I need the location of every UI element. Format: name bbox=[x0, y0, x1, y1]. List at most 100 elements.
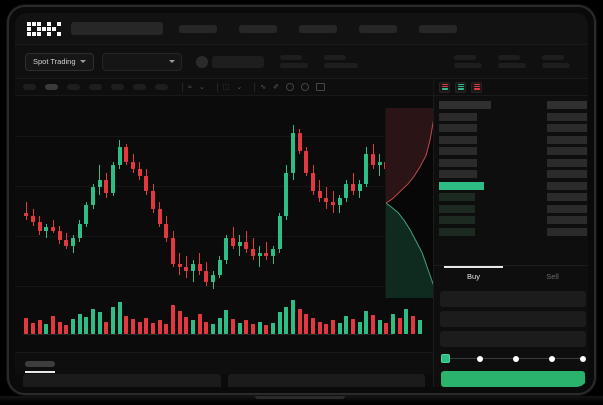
order-price-field[interactable] bbox=[440, 291, 586, 307]
orderbook-ask-row[interactable] bbox=[439, 158, 587, 167]
gear-icon[interactable] bbox=[300, 83, 309, 91]
market-stat-0 bbox=[279, 55, 308, 68]
orderbook-bids-icon[interactable] bbox=[455, 81, 466, 93]
depth-bid-area bbox=[386, 203, 433, 298]
volume-bar bbox=[184, 317, 189, 334]
slider-stop-100[interactable] bbox=[580, 355, 586, 362]
volume-bar bbox=[244, 320, 249, 334]
fullscreen-icon[interactable] bbox=[315, 83, 325, 91]
camera-icon[interactable] bbox=[285, 83, 294, 91]
nav-item-1[interactable] bbox=[239, 24, 277, 33]
ask-price bbox=[439, 124, 477, 132]
orderbook-mixed-icon[interactable] bbox=[439, 81, 450, 93]
nav-item-2[interactable] bbox=[299, 24, 337, 33]
depth-ask-area bbox=[386, 108, 433, 203]
orderbook-header-row bbox=[439, 101, 587, 109]
volume-bar bbox=[131, 319, 135, 334]
device-screen: Spot Trading bbox=[15, 13, 588, 387]
volume-bar bbox=[237, 322, 242, 334]
volume-bar bbox=[117, 302, 122, 334]
orderbook-ask-row[interactable] bbox=[439, 124, 587, 132]
spot-trading-dropdown[interactable]: Spot Trading bbox=[25, 52, 94, 71]
orderbook-bid-row[interactable] bbox=[439, 216, 587, 224]
depth-chart-overlay[interactable] bbox=[385, 108, 433, 298]
orderbook-bid-row[interactable] bbox=[439, 227, 587, 236]
amount-percent-slider[interactable] bbox=[441, 353, 586, 365]
ask-amount bbox=[547, 124, 587, 132]
chart-type-chevron-icon[interactable]: ⌄ bbox=[198, 83, 205, 91]
nav-item-0[interactable] bbox=[179, 24, 217, 33]
volume-bar bbox=[204, 321, 209, 334]
stat-label bbox=[279, 55, 302, 60]
orderbook-bid-row[interactable] bbox=[439, 204, 587, 213]
ask-amount bbox=[547, 112, 587, 121]
orderbook-ask-row[interactable] bbox=[439, 112, 587, 121]
timeframe-2[interactable] bbox=[67, 84, 80, 90]
spot-trading-label: Spot Trading bbox=[33, 57, 76, 66]
timeframe-6[interactable] bbox=[155, 84, 168, 90]
ask-amount bbox=[547, 158, 587, 167]
slider-stop-75[interactable] bbox=[549, 355, 555, 362]
volume-bar bbox=[277, 312, 282, 334]
orders-panel-left[interactable] bbox=[23, 374, 221, 387]
buy-submit-button[interactable] bbox=[441, 371, 585, 387]
volume-bar bbox=[31, 322, 35, 334]
orderbook-ask-row[interactable] bbox=[439, 147, 587, 155]
volume-bar bbox=[171, 304, 175, 334]
orderbook-asks-icon[interactable] bbox=[471, 81, 482, 93]
timeframe-5[interactable] bbox=[133, 84, 146, 90]
market-sub-header: Spot Trading bbox=[15, 45, 588, 79]
volume-bar bbox=[197, 313, 202, 334]
chevron-down-icon bbox=[79, 60, 86, 63]
timeframe-1[interactable] bbox=[45, 84, 58, 90]
tab-buy[interactable]: Buy bbox=[434, 266, 513, 287]
tab-open-orders[interactable] bbox=[25, 360, 55, 373]
ask-price bbox=[439, 147, 477, 155]
orderbook-ask-row[interactable] bbox=[439, 135, 587, 144]
ask-price bbox=[439, 135, 477, 144]
market-stat-4 bbox=[542, 55, 570, 68]
timeframe-0[interactable] bbox=[23, 84, 36, 90]
search-input[interactable] bbox=[71, 22, 163, 35]
nav-item-4[interactable] bbox=[419, 24, 457, 33]
bid-amount bbox=[547, 227, 587, 236]
slider-handle[interactable] bbox=[441, 354, 450, 363]
volume-bar bbox=[111, 306, 115, 334]
volume-bar bbox=[411, 315, 415, 334]
compare-icon[interactable]: ⬚ bbox=[222, 83, 230, 91]
order-total-field[interactable] bbox=[440, 331, 586, 347]
order-amount-field[interactable] bbox=[440, 311, 586, 327]
stat-label bbox=[323, 55, 346, 60]
bid-price bbox=[439, 193, 475, 201]
timeframe-4[interactable] bbox=[111, 84, 124, 90]
trend-line-icon[interactable]: ∿ bbox=[260, 83, 267, 91]
market-stat-3 bbox=[498, 55, 526, 68]
volume-bar bbox=[224, 310, 229, 334]
pair-select[interactable] bbox=[101, 52, 182, 71]
bid-price bbox=[439, 227, 475, 236]
volume-bar bbox=[211, 323, 215, 334]
nav-items bbox=[179, 24, 457, 33]
last-price bbox=[439, 181, 484, 190]
settings-chevron-icon[interactable]: ⌄ bbox=[236, 83, 243, 91]
volume-bar bbox=[297, 309, 302, 334]
volume-bar bbox=[317, 321, 322, 334]
price-chart[interactable] bbox=[15, 96, 433, 352]
slider-stop-25[interactable] bbox=[477, 355, 483, 362]
indicators-icon[interactable]: ≈ bbox=[188, 83, 192, 91]
ask-amount bbox=[547, 135, 587, 144]
tab-sell[interactable]: Sell bbox=[546, 272, 559, 281]
okx-logo-icon[interactable] bbox=[27, 21, 61, 36]
drawing-pencil-icon[interactable]: ✐ bbox=[273, 83, 279, 91]
volume-bar bbox=[231, 319, 235, 334]
orders-panel-right[interactable] bbox=[227, 374, 425, 387]
orderbook-col-price bbox=[439, 101, 491, 109]
slider-stop-50[interactable] bbox=[513, 355, 519, 362]
orderbook-bid-row[interactable] bbox=[439, 193, 587, 201]
orderbook-ask-row[interactable] bbox=[439, 170, 587, 178]
device-foot bbox=[0, 396, 603, 403]
nav-item-3[interactable] bbox=[359, 24, 397, 33]
orderbook-body[interactable] bbox=[434, 96, 588, 261]
orderbook-last-price-row bbox=[439, 181, 587, 190]
timeframe-3[interactable] bbox=[89, 84, 102, 90]
